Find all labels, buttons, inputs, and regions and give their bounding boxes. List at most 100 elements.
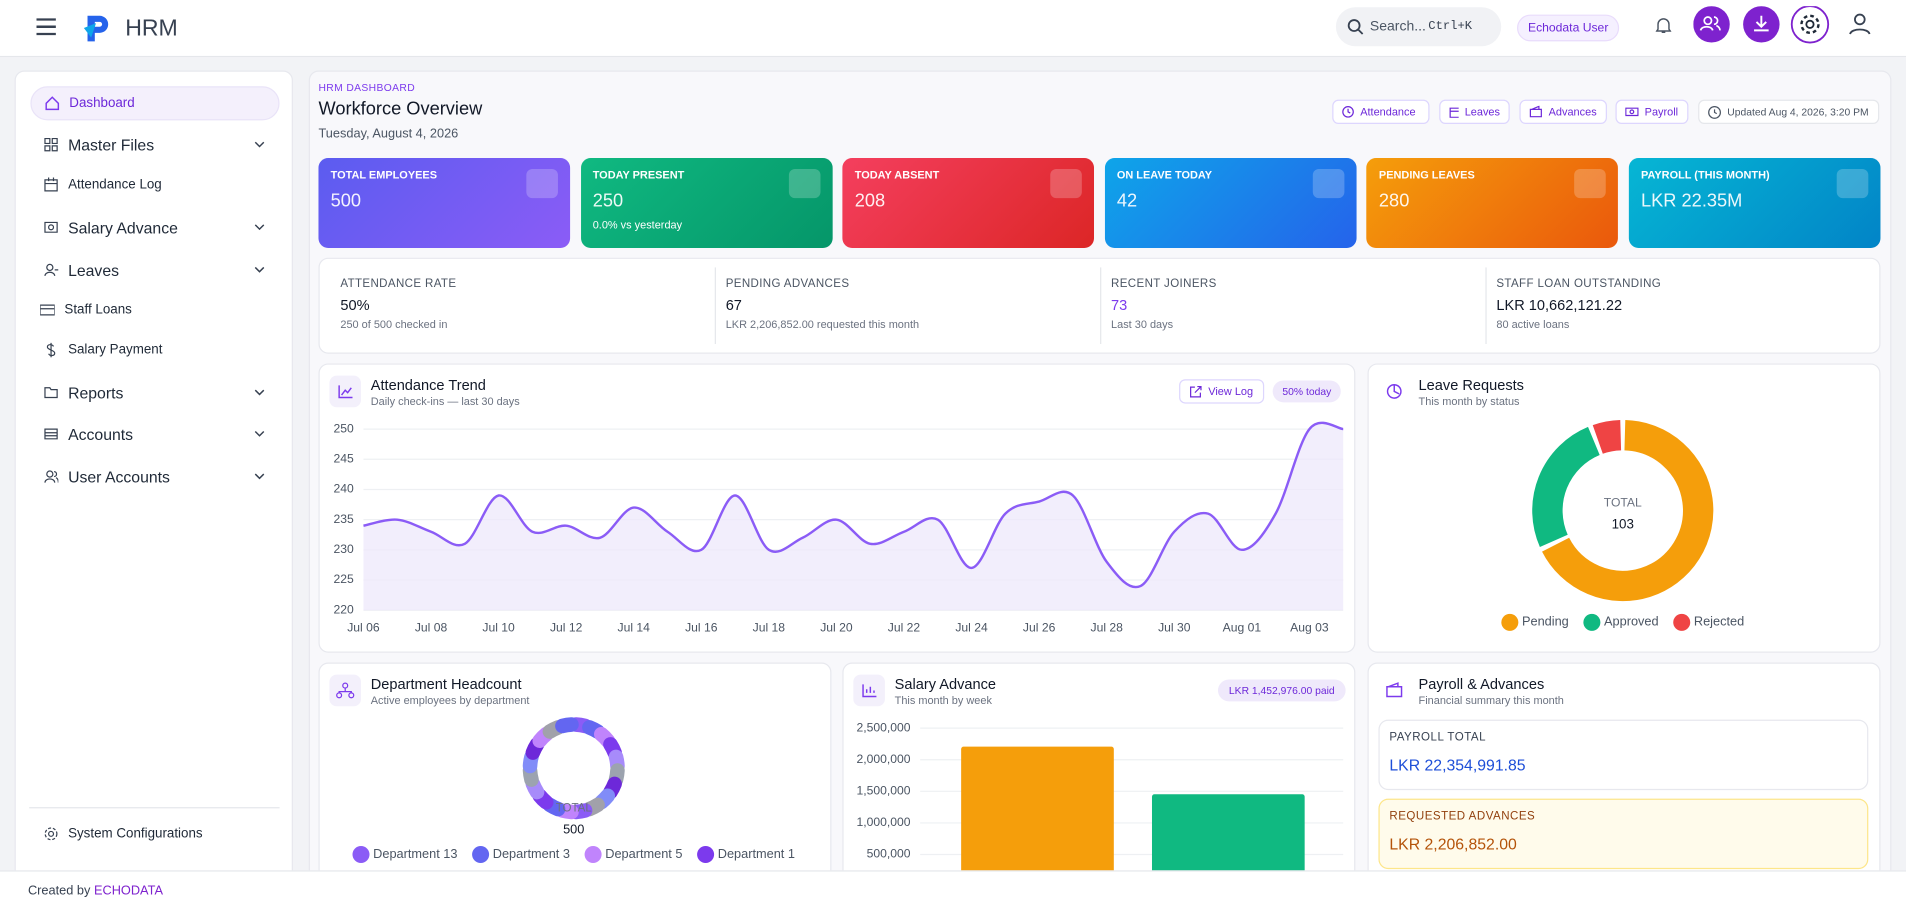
stat-icon: [788, 168, 821, 199]
x-tick-label: Jul 06: [347, 621, 380, 635]
y-tick-label: 220: [333, 602, 354, 616]
footer-label: Created by: [27, 883, 91, 899]
center-value: 500: [563, 822, 584, 837]
metric-note: 80 active loans: [1496, 318, 1570, 331]
stat-label: PENDING LEAVES: [1378, 168, 1475, 182]
card-subtitle: Daily check-ins — last 30 days: [370, 395, 520, 408]
nav-item[interactable]: Reports: [30, 376, 279, 410]
nav-item[interactable]: Staff Loans: [30, 293, 279, 327]
legend-swatch: [1501, 613, 1519, 631]
bell-icon[interactable]: [1655, 16, 1672, 34]
legend-swatch: [1583, 613, 1601, 631]
stat-label: ON LEAVE TODAY: [1116, 168, 1213, 182]
menu-icon[interactable]: [36, 18, 56, 36]
bar: [961, 746, 1114, 887]
nav-label: Master Files: [68, 135, 155, 154]
nav-item[interactable]: Salary Payment: [30, 333, 279, 367]
card-title: Payroll & Advances: [1418, 675, 1545, 693]
center-value: 103: [1612, 517, 1634, 532]
user-badge[interactable]: Echodata User: [1517, 14, 1620, 42]
nav-item[interactable]: Salary Advance: [30, 210, 279, 244]
y-tick-label: 500,000: [867, 847, 911, 861]
action-label: Advances: [1548, 105, 1597, 118]
view-log-button[interactable]: View Log: [1179, 379, 1265, 404]
nav-item[interactable]: Accounts: [30, 417, 279, 451]
leave-card: [1367, 363, 1881, 653]
action-button[interactable]: Attendance: [1332, 99, 1430, 124]
card-icon: [1378, 674, 1411, 707]
action-button[interactable]: Payroll: [1615, 99, 1689, 124]
x-tick-label: Jul 24: [955, 621, 988, 635]
button-label: View Log: [1208, 385, 1254, 398]
y-tick-label: 225: [333, 572, 354, 586]
card-subtitle: This month by status: [1418, 395, 1520, 408]
stat-label: TODAY PRESENT: [592, 168, 685, 182]
advances-box: [1378, 798, 1869, 870]
metric-divider: [1485, 267, 1487, 345]
x-tick-label: Jul 26: [1023, 621, 1056, 635]
card-subtitle: Active employees by department: [370, 694, 530, 707]
line: [363, 421, 1344, 589]
nav-item[interactable]: Master Files: [30, 128, 279, 162]
y-tick-label: 230: [333, 542, 354, 556]
nav-item[interactable]: Attendance Log: [30, 168, 279, 202]
search-box[interactable]: [1335, 7, 1502, 47]
legend-label: Department 5: [605, 846, 682, 861]
stat-card: PENDING LEAVES 280: [1366, 158, 1619, 248]
card-title: Salary Advance: [894, 675, 997, 693]
action-button[interactable]: Leaves: [1439, 99, 1510, 124]
legend: Department 13 Department 3 Department 5 Dep…: [352, 846, 795, 864]
legend-swatch: [472, 846, 490, 864]
nav-item[interactable]: Leaves: [30, 253, 279, 287]
summary-label: REQUESTED ADVANCES: [1389, 809, 1536, 823]
card-subtitle: Financial summary this month: [1418, 694, 1564, 707]
action-label: Payroll: [1644, 105, 1679, 118]
nav-item[interactable]: Dashboard: [30, 86, 280, 121]
stat-card: TODAY PRESENT 250 0.0% vs yesterday: [580, 158, 833, 248]
metric-label: ATTENDANCE RATE: [340, 277, 457, 291]
summary-value: LKR 2,206,852.00: [1389, 835, 1517, 854]
stat-icon: [1836, 168, 1869, 199]
legend-swatch: [697, 846, 715, 864]
x-tick-label: Jul 18: [753, 621, 786, 635]
updated-text: Updated Aug 4, 2026, 3:20 PM: [1727, 105, 1869, 118]
y-tick-label: 2,000,000: [856, 752, 910, 766]
badge: 50% today: [1272, 380, 1341, 403]
y-tick-label: 245: [333, 451, 354, 465]
footer-brand[interactable]: ECHODATA: [93, 883, 163, 899]
metric-value: LKR 10,662,121.22: [1496, 296, 1623, 314]
legend-swatch: [584, 846, 602, 864]
stat-value: 280: [1378, 190, 1410, 212]
page-date: Tuesday, August 4, 2026: [318, 126, 459, 142]
nav-item[interactable]: User Accounts: [30, 459, 279, 493]
stat-card: ON LEAVE TODAY 42: [1104, 158, 1357, 248]
summary-label: PAYROLL TOTAL: [1389, 730, 1487, 744]
action-button[interactable]: Advances: [1519, 99, 1607, 124]
eyebrow: HRM DASHBOARD: [318, 81, 416, 94]
page-title: Workforce Overview: [318, 98, 483, 120]
x-tick-label: Jul 08: [415, 621, 448, 635]
x-tick-label: Jul 20: [820, 621, 853, 635]
stat-card: TOTAL EMPLOYEES 500: [318, 158, 571, 248]
header-actions[interactable]: [1693, 6, 1883, 45]
legend: Pending Approved Rejected: [1501, 614, 1744, 631]
metric-label: PENDING ADVANCES: [725, 277, 850, 291]
x-tick-label: Jul 22: [888, 621, 921, 635]
footer: [0, 870, 1906, 908]
x-tick-label: Jul 16: [685, 621, 718, 635]
donut-segment: [555, 717, 579, 734]
legend-label: Approved: [1604, 614, 1659, 629]
nav-label: Salary Payment: [68, 342, 163, 358]
nav-label: Reports: [68, 383, 124, 402]
stat-card: TODAY ABSENT 208: [842, 158, 1095, 248]
legend-swatch: [352, 846, 370, 864]
y-tick-label: 1,000,000: [856, 815, 910, 829]
center-label: TOTAL: [556, 802, 593, 814]
nav-item[interactable]: System Configurations: [30, 817, 279, 851]
logo[interactable]: [81, 12, 113, 44]
nav-label: User Accounts: [68, 467, 170, 486]
y-tick-label: 2,500,000: [856, 720, 910, 734]
